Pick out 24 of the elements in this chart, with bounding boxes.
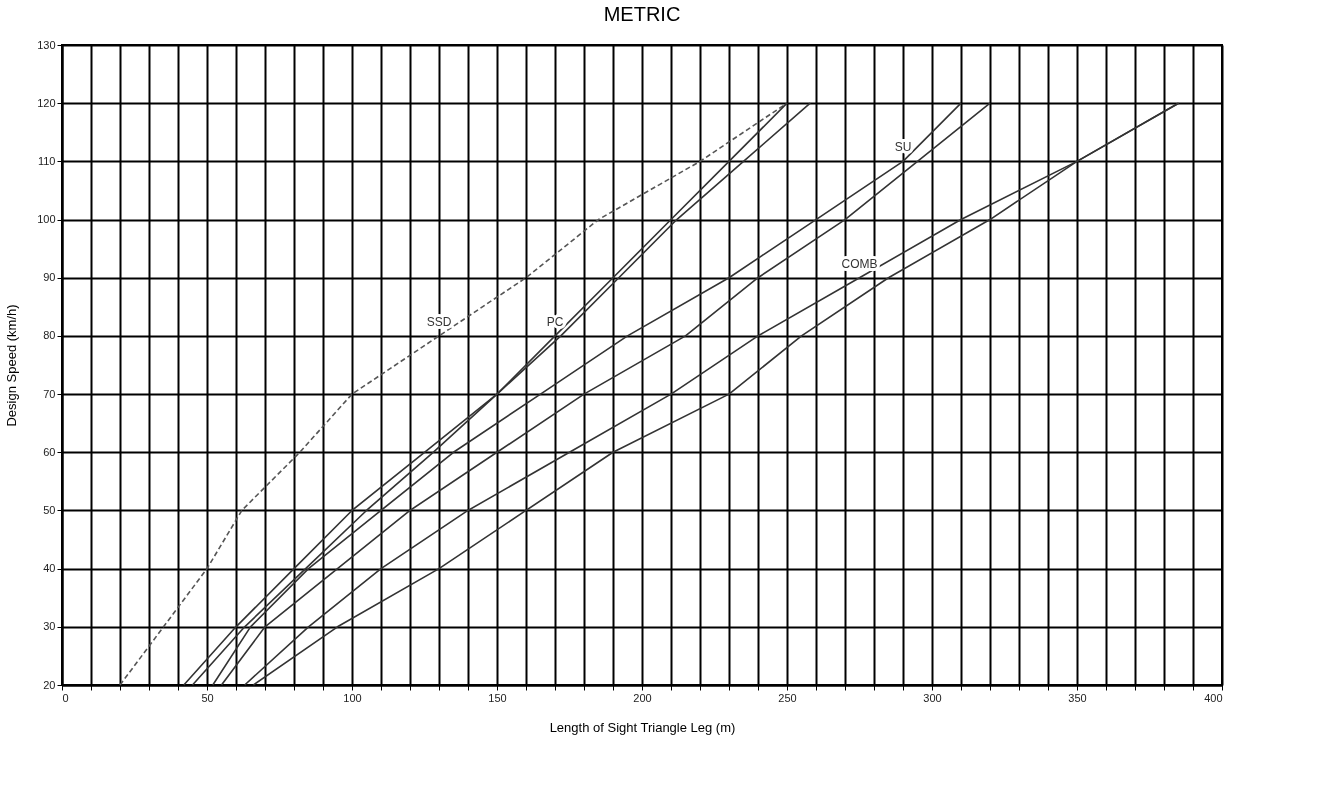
y-axis-title: Design Speed (km/h) [4,304,20,427]
y-tick-label: 30 [43,620,56,633]
y-tick-label: 110 [37,154,56,167]
x-tick-label: 200 [633,691,652,704]
y-tick-label: 50 [43,503,56,516]
x-tick-label: 300 [923,691,942,704]
chart-title: METRIC [603,3,681,25]
x-axis-title: Length of Sight Triangle Leg (m) [549,719,736,735]
x-tick-label: 250 [778,691,797,704]
y-tick-label: 80 [43,329,56,342]
x-tick-label: 150 [488,691,507,704]
y-tick-label: 120 [37,96,56,109]
y-tick-label: 20 [43,678,56,691]
y-tick-label: 40 [43,562,56,575]
x-tick-label: 350 [1068,691,1087,704]
y-tick-label: 90 [43,271,56,284]
x-tick-label: 100 [343,691,362,704]
x-tick-label: 0 [62,691,69,704]
y-tick-label: 70 [43,387,56,400]
y-tick-label: 100 [37,213,56,226]
y-tick-label: 60 [43,445,56,458]
x-tick-label: 400 [1204,691,1223,704]
y-tick-label: 130 [37,38,56,51]
x-tick-label: 50 [201,691,214,704]
